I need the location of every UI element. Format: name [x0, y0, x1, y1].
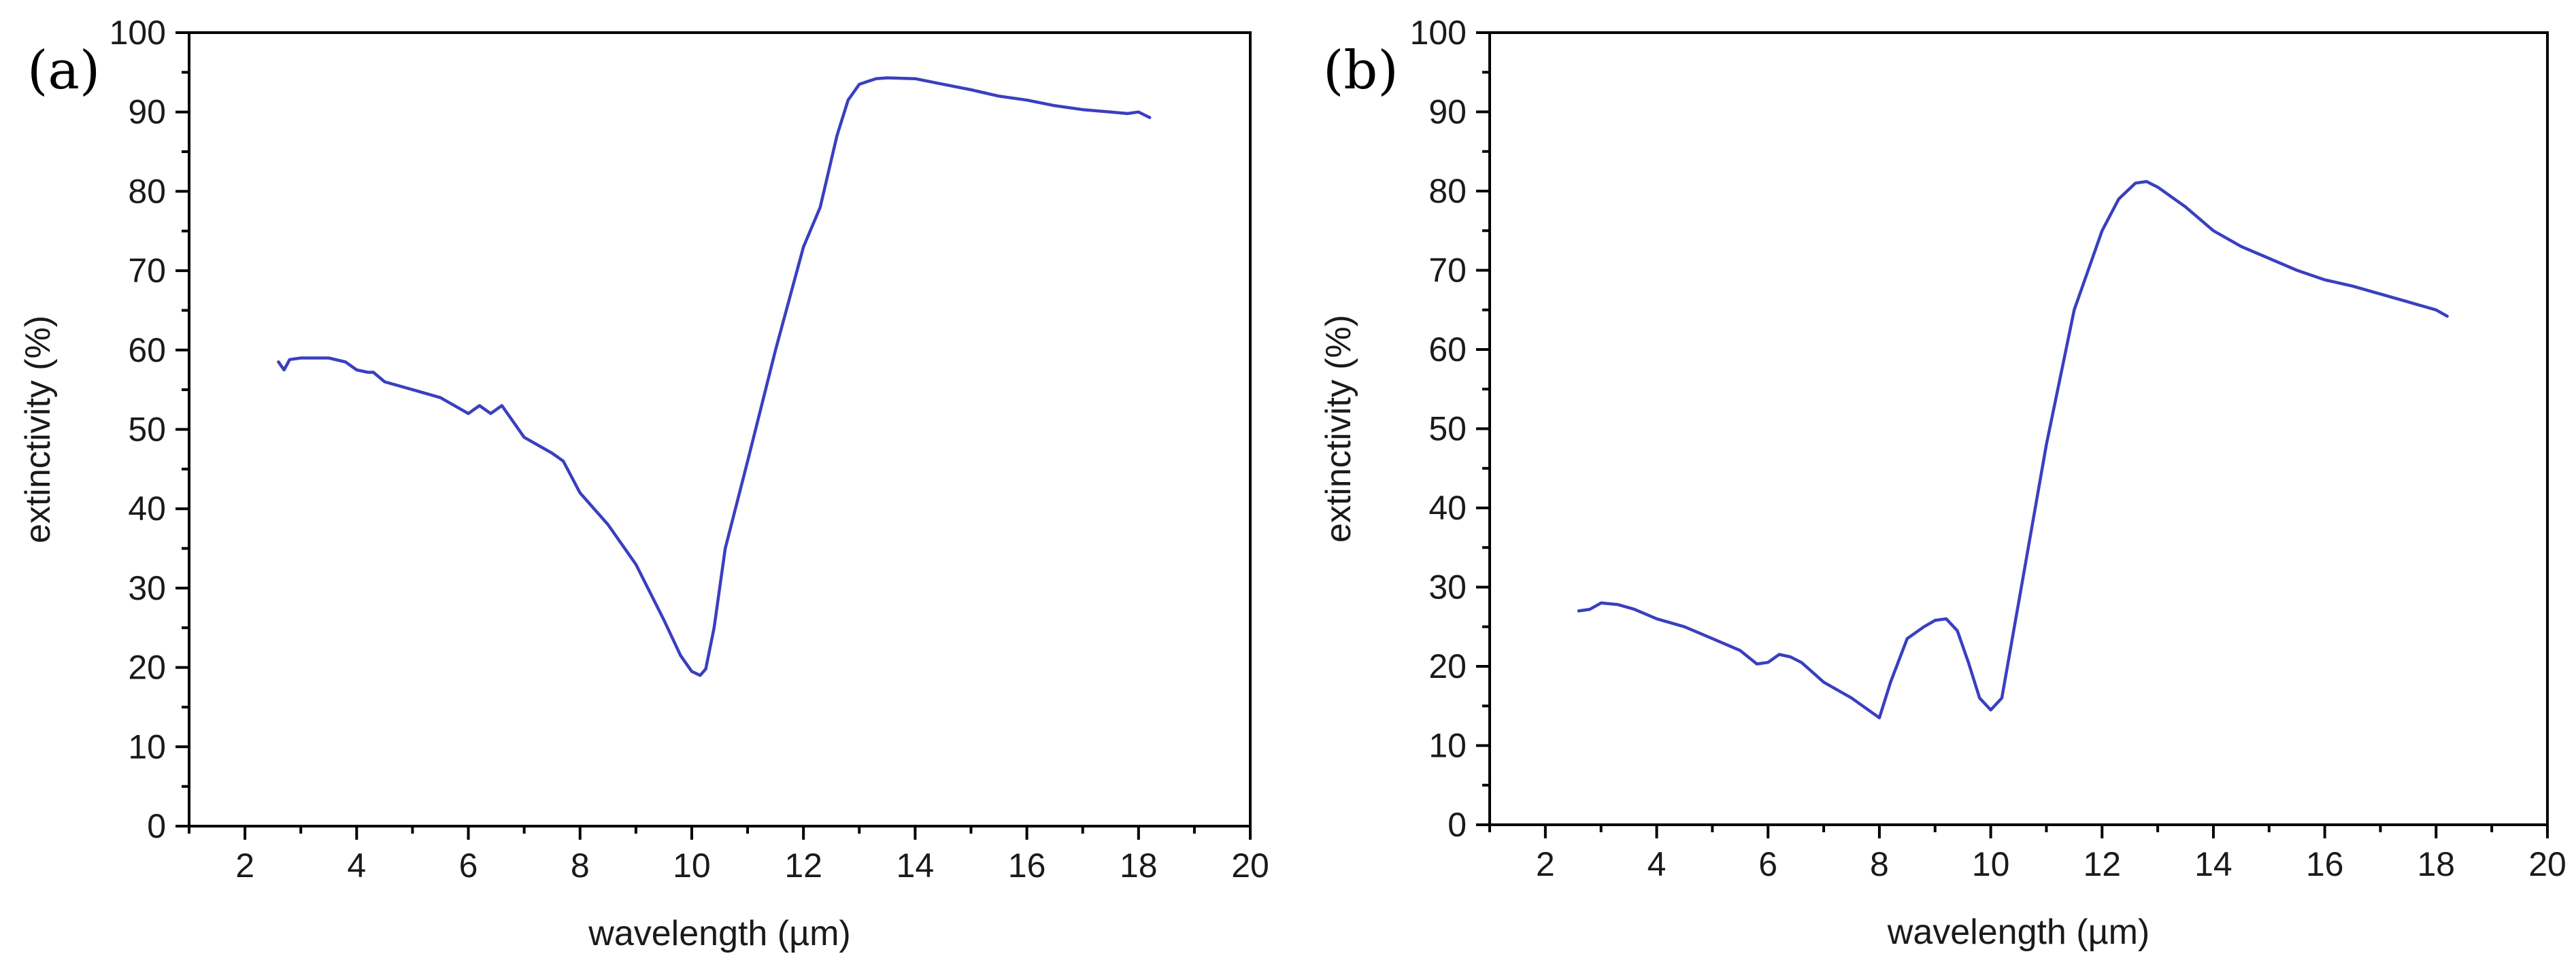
y-tick-label-b: 40	[1428, 489, 1467, 527]
y-tick-label-a: 0	[147, 807, 166, 845]
x-tick-label-b: 6	[1758, 845, 1777, 883]
x-tick-label-b: 16	[2306, 845, 2344, 883]
x-tick-label-b: 8	[1870, 845, 1889, 883]
x-axis-label-b: wavelength (µm)	[1887, 912, 2150, 952]
x-tick-label-a: 20	[1231, 847, 1269, 885]
y-tick-label-b: 50	[1428, 410, 1467, 448]
plot-frame-a	[188, 31, 1252, 827]
x-tick-label-a: 6	[459, 847, 478, 885]
x-tick-label-a: 14	[897, 847, 935, 885]
y-tick-label-b: 90	[1428, 93, 1467, 131]
plot-frame-b	[1488, 31, 2549, 826]
y-tick-label-b: 100	[1410, 14, 1467, 52]
y-tick-label-b: 20	[1428, 647, 1467, 685]
y-tick-label-b: 30	[1428, 568, 1467, 607]
x-tick-label-b: 14	[2194, 845, 2232, 883]
x-tick-label-a: 10	[673, 847, 711, 885]
series-line-a	[277, 76, 1152, 677]
panel-label-b: (b)	[1323, 40, 1399, 101]
x-tick-label-a: 4	[347, 847, 366, 885]
x-tick-label-b: 2	[1536, 845, 1555, 883]
chart-panel-a: (a) 2 4 6 8 10 12 14 16 18 20 0 10 20 30 40 50 60 70 80 90 1…	[18, 14, 1269, 953]
y-tick-label-a: 20	[128, 649, 166, 687]
x-tick-label-b: 18	[2418, 845, 2456, 883]
y-tick-label-a: 90	[128, 93, 166, 131]
y-tick-label-a: 50	[128, 411, 166, 449]
y-tick-label-b: 10	[1428, 727, 1467, 765]
x-tick-label-a: 12	[784, 847, 822, 885]
x-tick-label-a: 16	[1008, 847, 1046, 885]
y-tick-label-a: 60	[128, 331, 166, 369]
x-tick-label-a: 8	[571, 847, 590, 885]
y-axis-label-a: extinctivity (%)	[18, 315, 58, 543]
x-tick-label-a: 2	[235, 847, 254, 885]
y-tick-label-b: 60	[1428, 330, 1467, 369]
panel-label-a: (a)	[27, 40, 100, 101]
y-tick-label-a: 30	[128, 569, 166, 607]
series-line-b	[1577, 180, 2449, 719]
x-axis-label-a: wavelength (µm)	[588, 914, 850, 953]
y-tick-label-a: 80	[128, 172, 166, 210]
y-tick-label-a: 40	[128, 490, 166, 528]
y-axis-label-b: extinctivity (%)	[1319, 315, 1358, 543]
y-tick-label-b: 80	[1428, 172, 1467, 210]
y-tick-label-b: 0	[1448, 806, 1467, 844]
x-tick-label-a: 18	[1120, 847, 1158, 885]
x-tick-label-b: 20	[2528, 845, 2566, 883]
x-tick-label-b: 12	[2083, 845, 2121, 883]
x-tick-label-b: 10	[1972, 845, 2010, 883]
x-tick-label-b: 4	[1647, 845, 1667, 883]
chart-panel-b: (b) 2 4 6 8 10 12 14 16 18 20 0 10 20 30 40 50 60 70 80 90 1…	[1319, 14, 2566, 952]
y-tick-label-a: 10	[128, 728, 166, 766]
y-tick-label-a: 70	[128, 252, 166, 290]
y-tick-label-b: 70	[1428, 252, 1467, 290]
y-tick-label-a: 100	[110, 14, 166, 52]
